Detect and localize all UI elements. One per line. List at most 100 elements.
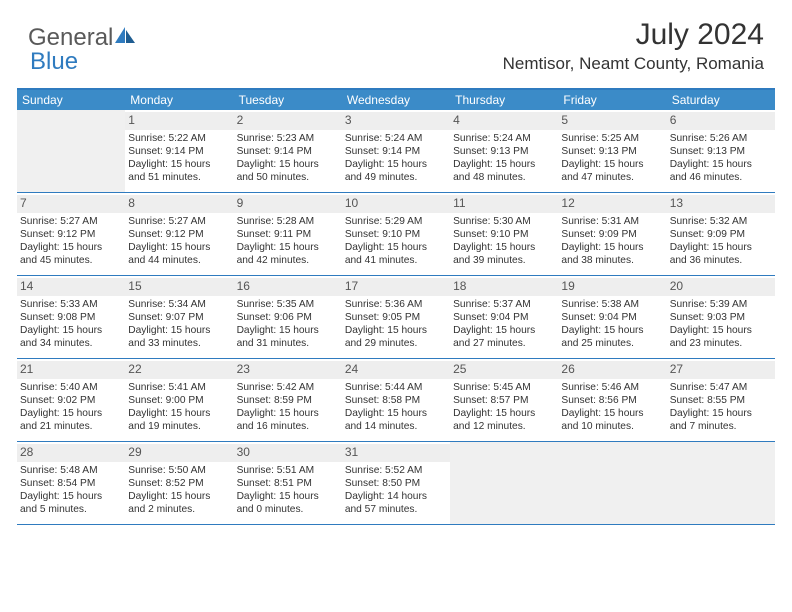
- sunset-text: Sunset: 9:12 PM: [20, 228, 121, 241]
- daylight-text: Daylight: 15 hours: [20, 407, 121, 420]
- daylight-text: Daylight: 15 hours: [20, 241, 121, 254]
- day-cell-13: 13Sunrise: 5:32 AMSunset: 9:09 PMDayligh…: [667, 193, 775, 275]
- sunset-text: Sunset: 9:05 PM: [345, 311, 446, 324]
- day-number: 25: [450, 361, 558, 379]
- sunrise-text: Sunrise: 5:27 AM: [128, 215, 229, 228]
- daylight-text: and 51 minutes.: [128, 171, 229, 184]
- sunset-text: Sunset: 9:10 PM: [345, 228, 446, 241]
- day-number: 10: [342, 195, 450, 213]
- week-row: 1 Sunrise: 5:22 AM Sunset: 9:14 PM Daylight…: [17, 110, 775, 193]
- daylight-text: Daylight: 15 hours: [561, 158, 662, 171]
- daylight-text: and 33 minutes.: [128, 337, 229, 350]
- daylight-text: Daylight: 15 hours: [670, 324, 771, 337]
- day-cell-27: 27Sunrise: 5:47 AMSunset: 8:55 PMDayligh…: [667, 359, 775, 441]
- sunrise-text: Sunrise: 5:28 AM: [237, 215, 338, 228]
- daylight-text: and 0 minutes.: [237, 503, 338, 516]
- daylight-text: and 12 minutes.: [453, 420, 554, 433]
- day-number: 7: [17, 195, 125, 213]
- day-number: 29: [125, 444, 233, 462]
- daylight-text: Daylight: 15 hours: [237, 158, 338, 171]
- sunrise-text: Sunrise: 5:27 AM: [20, 215, 121, 228]
- daylight-text: and 50 minutes.: [237, 171, 338, 184]
- title-block: July 2024 Nemtisor, Neamt County, Romani…: [503, 18, 764, 74]
- daylight-text: Daylight: 15 hours: [561, 241, 662, 254]
- day-number: 22: [125, 361, 233, 379]
- sunrise-text: Sunrise: 5:25 AM: [561, 132, 662, 145]
- weekday-header-row: SundayMondayTuesdayWednesdayThursdayFrid…: [17, 90, 775, 110]
- weekday-friday: Friday: [558, 90, 666, 110]
- daylight-text: Daylight: 15 hours: [128, 324, 229, 337]
- sunrise-text: Sunrise: 5:51 AM: [237, 464, 338, 477]
- daylight-text: and 7 minutes.: [670, 420, 771, 433]
- daylight-text: and 41 minutes.: [345, 254, 446, 267]
- day-cell-23: 23Sunrise: 5:42 AMSunset: 8:59 PMDayligh…: [234, 359, 342, 441]
- day-cell-10: 10Sunrise: 5:29 AMSunset: 9:10 PMDayligh…: [342, 193, 450, 275]
- week-row: 14Sunrise: 5:33 AMSunset: 9:08 PMDayligh…: [17, 276, 775, 359]
- daylight-text: and 38 minutes.: [561, 254, 662, 267]
- day-cell-15: 15Sunrise: 5:34 AMSunset: 9:07 PMDayligh…: [125, 276, 233, 358]
- sunset-text: Sunset: 9:03 PM: [670, 311, 771, 324]
- sunset-text: Sunset: 8:50 PM: [345, 477, 446, 490]
- sunset-text: Sunset: 9:09 PM: [670, 228, 771, 241]
- sunrise-text: Sunrise: 5:32 AM: [670, 215, 771, 228]
- sunset-text: Sunset: 9:12 PM: [128, 228, 229, 241]
- day-cell-11: 11Sunrise: 5:30 AMSunset: 9:10 PMDayligh…: [450, 193, 558, 275]
- daylight-text: Daylight: 15 hours: [128, 407, 229, 420]
- day-number: 1: [125, 112, 233, 130]
- day-number: 21: [17, 361, 125, 379]
- sunrise-text: Sunrise: 5:46 AM: [561, 381, 662, 394]
- sunset-text: Sunset: 9:14 PM: [345, 145, 446, 158]
- day-cell-12: 12Sunrise: 5:31 AMSunset: 9:09 PMDayligh…: [558, 193, 666, 275]
- sunset-text: Sunset: 9:13 PM: [453, 145, 554, 158]
- sunset-text: Sunset: 9:13 PM: [670, 145, 771, 158]
- day-cell-2: 2Sunrise: 5:23 AMSunset: 9:14 PMDaylight…: [234, 110, 342, 192]
- sunset-text: Sunset: 8:57 PM: [453, 394, 554, 407]
- day-number: 14: [17, 278, 125, 296]
- daylight-text: Daylight: 15 hours: [345, 324, 446, 337]
- week-row: 28Sunrise: 5:48 AMSunset: 8:54 PMDayligh…: [17, 442, 775, 525]
- day-number: 19: [558, 278, 666, 296]
- sunset-text: Sunset: 8:51 PM: [237, 477, 338, 490]
- sunset-text: Sunset: 8:59 PM: [237, 394, 338, 407]
- sunrise-text: Sunrise: 5:22 AM: [128, 132, 229, 145]
- logo-sail-icon: [115, 24, 137, 52]
- day-number: 28: [17, 444, 125, 462]
- daylight-text: and 49 minutes.: [345, 171, 446, 184]
- sunset-text: Sunset: 8:56 PM: [561, 394, 662, 407]
- sunrise-text: Sunrise: 5:38 AM: [561, 298, 662, 311]
- sunrise-text: Sunrise: 5:26 AM: [670, 132, 771, 145]
- daylight-text: Daylight: 15 hours: [670, 407, 771, 420]
- sunrise-text: Sunrise: 5:34 AM: [128, 298, 229, 311]
- empty-cell: [558, 442, 666, 524]
- daylight-text: and 27 minutes.: [453, 337, 554, 350]
- day-number: 13: [667, 195, 775, 213]
- sunset-text: Sunset: 9:10 PM: [453, 228, 554, 241]
- daylight-text: and 10 minutes.: [561, 420, 662, 433]
- weekday-thursday: Thursday: [450, 90, 558, 110]
- daylight-text: Daylight: 15 hours: [128, 490, 229, 503]
- daylight-text: Daylight: 15 hours: [20, 490, 121, 503]
- sunrise-text: Sunrise: 5:41 AM: [128, 381, 229, 394]
- sunrise-text: Sunrise: 5:47 AM: [670, 381, 771, 394]
- day-cell-16: 16Sunrise: 5:35 AMSunset: 9:06 PMDayligh…: [234, 276, 342, 358]
- day-number: 15: [125, 278, 233, 296]
- day-number: 20: [667, 278, 775, 296]
- day-cell-1: 1Sunrise: 5:22 AMSunset: 9:14 PMDaylight…: [125, 110, 233, 192]
- day-cell-31: 31Sunrise: 5:52 AMSunset: 8:50 PMDayligh…: [342, 442, 450, 524]
- day-cell-21: 21Sunrise: 5:40 AMSunset: 9:02 PMDayligh…: [17, 359, 125, 441]
- day-number: 17: [342, 278, 450, 296]
- weekday-sunday: Sunday: [17, 90, 125, 110]
- sunset-text: Sunset: 9:11 PM: [237, 228, 338, 241]
- daylight-text: Daylight: 15 hours: [453, 407, 554, 420]
- sunrise-text: Sunrise: 5:39 AM: [670, 298, 771, 311]
- logo-text-blue: Blue: [30, 48, 78, 76]
- sunset-text: Sunset: 9:04 PM: [453, 311, 554, 324]
- day-number: 23: [234, 361, 342, 379]
- day-cell-30: 30Sunrise: 5:51 AMSunset: 8:51 PMDayligh…: [234, 442, 342, 524]
- day-cell-25: 25Sunrise: 5:45 AMSunset: 8:57 PMDayligh…: [450, 359, 558, 441]
- sunset-text: Sunset: 9:13 PM: [561, 145, 662, 158]
- day-number: 16: [234, 278, 342, 296]
- daylight-text: and 34 minutes.: [20, 337, 121, 350]
- weekday-monday: Monday: [125, 90, 233, 110]
- day-number: 4: [450, 112, 558, 130]
